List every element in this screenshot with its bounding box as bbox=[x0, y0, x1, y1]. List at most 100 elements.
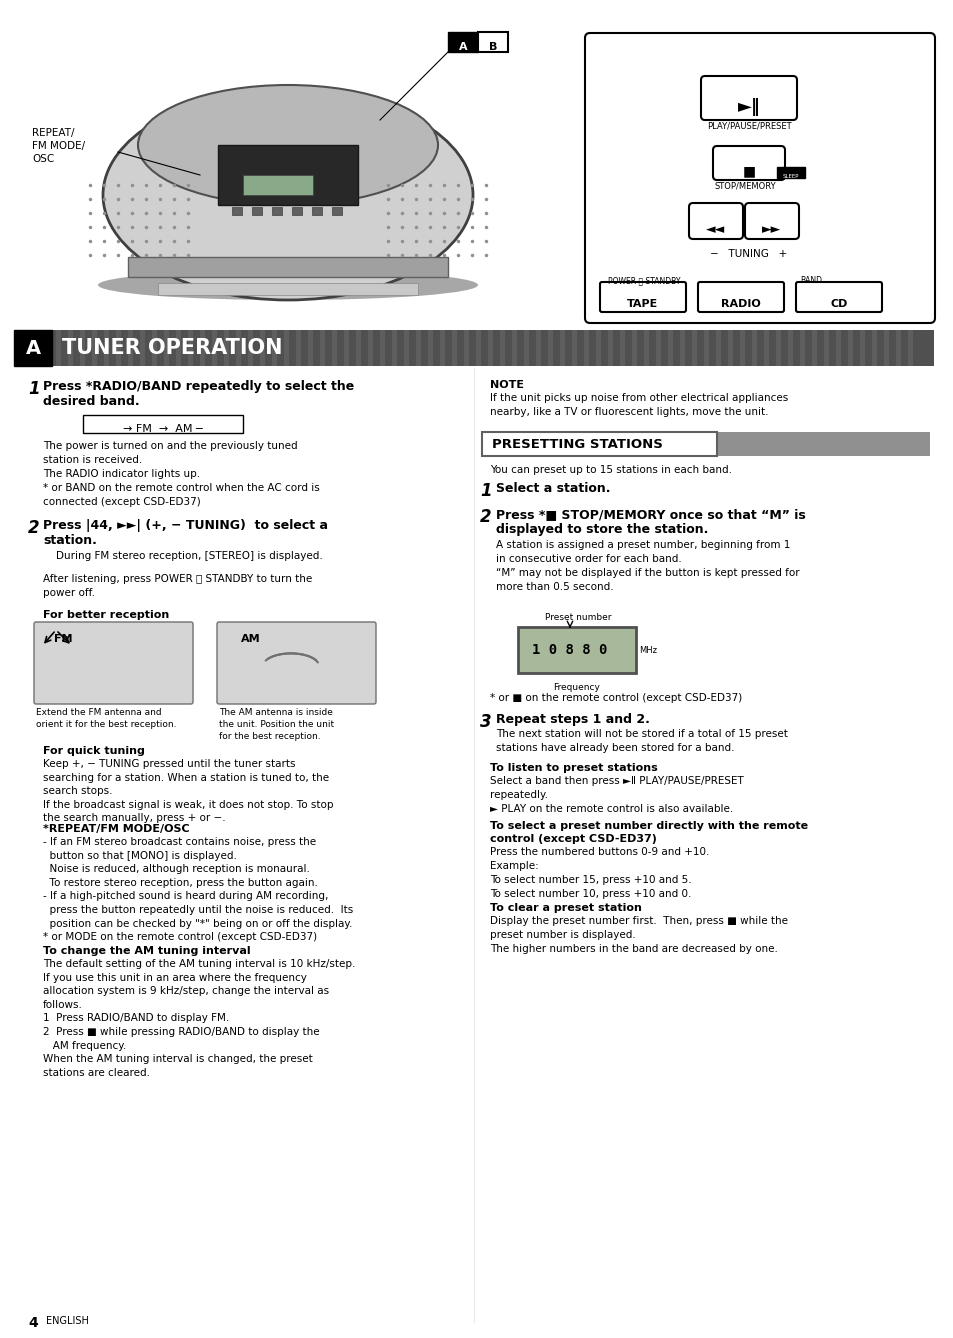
FancyBboxPatch shape bbox=[34, 622, 193, 704]
Text: displayed to store the station.: displayed to store the station. bbox=[496, 523, 708, 537]
FancyBboxPatch shape bbox=[216, 622, 375, 704]
Bar bbox=[260, 330, 265, 367]
Text: The power is turned on and the previously tuned
station is received.
The RADIO i: The power is turned on and the previousl… bbox=[43, 442, 319, 507]
Bar bbox=[667, 330, 672, 367]
Bar bbox=[386, 330, 391, 367]
Bar bbox=[805, 330, 810, 367]
Bar bbox=[716, 330, 720, 367]
Text: During FM stereo reception, [STEREO] is displayed.: During FM stereo reception, [STEREO] is … bbox=[56, 551, 322, 561]
Text: NOTE: NOTE bbox=[490, 380, 523, 389]
Bar bbox=[368, 330, 373, 367]
Bar bbox=[20, 330, 25, 367]
Text: The default setting of the AM tuning interval is 10 kHz/step.
If you use this un: The default setting of the AM tuning int… bbox=[43, 959, 355, 1078]
Bar bbox=[859, 330, 864, 367]
Text: control (except CSD-ED37): control (except CSD-ED37) bbox=[490, 834, 657, 844]
Bar bbox=[787, 330, 792, 367]
Text: 1 0 8 8 0: 1 0 8 8 0 bbox=[532, 644, 607, 657]
Text: Press *RADIO/BAND repeatedly to select the: Press *RADIO/BAND repeatedly to select t… bbox=[43, 380, 354, 393]
Bar bbox=[733, 330, 739, 367]
Text: B: B bbox=[488, 41, 497, 52]
Bar bbox=[619, 330, 624, 367]
Bar bbox=[452, 330, 456, 367]
Text: 1: 1 bbox=[28, 380, 40, 397]
Bar bbox=[740, 330, 744, 367]
Bar bbox=[649, 330, 655, 367]
Bar bbox=[895, 330, 900, 367]
Bar bbox=[625, 330, 630, 367]
Text: PRESETTING STATIONS: PRESETTING STATIONS bbox=[492, 438, 662, 451]
Text: 4: 4 bbox=[28, 1317, 38, 1330]
Bar bbox=[853, 330, 858, 367]
Bar bbox=[83, 415, 243, 434]
Bar bbox=[523, 330, 529, 367]
Text: 1: 1 bbox=[479, 482, 491, 500]
Bar bbox=[470, 330, 475, 367]
Text: 3: 3 bbox=[479, 713, 491, 731]
Bar bbox=[14, 330, 52, 367]
Bar bbox=[661, 330, 666, 367]
Text: Press the numbered buttons 0-9 and +10.
Example:
To select number 15, press +10 : Press the numbered buttons 0-9 and +10. … bbox=[490, 847, 709, 899]
Bar bbox=[745, 330, 750, 367]
Bar bbox=[703, 330, 708, 367]
Bar bbox=[361, 330, 367, 367]
Text: CD: CD bbox=[829, 298, 847, 309]
Bar bbox=[871, 330, 876, 367]
Bar bbox=[457, 330, 462, 367]
Bar bbox=[110, 330, 115, 367]
Bar bbox=[907, 330, 912, 367]
Bar bbox=[374, 330, 378, 367]
Bar bbox=[410, 330, 415, 367]
Bar bbox=[290, 330, 294, 367]
Bar bbox=[499, 330, 504, 367]
Bar bbox=[547, 330, 553, 367]
Bar bbox=[68, 330, 73, 367]
Bar bbox=[175, 330, 181, 367]
Text: STOP/MEMORY: STOP/MEMORY bbox=[714, 181, 776, 190]
Bar bbox=[230, 330, 234, 367]
Bar bbox=[559, 330, 564, 367]
Bar bbox=[272, 330, 276, 367]
Bar bbox=[877, 330, 882, 367]
Bar bbox=[416, 330, 420, 367]
Text: ◄◄: ◄◄ bbox=[705, 223, 725, 235]
Bar bbox=[133, 330, 139, 367]
Text: ■: ■ bbox=[741, 165, 755, 178]
Text: The AM antenna is inside
the unit. Position the unit
for the best reception.: The AM antenna is inside the unit. Posit… bbox=[219, 708, 334, 741]
Bar bbox=[721, 330, 726, 367]
Bar bbox=[421, 330, 427, 367]
Text: Repeat steps 1 and 2.: Repeat steps 1 and 2. bbox=[496, 713, 649, 727]
Bar bbox=[673, 330, 679, 367]
Bar bbox=[355, 330, 360, 367]
Text: You can preset up to 15 stations in each band.: You can preset up to 15 stations in each… bbox=[490, 466, 731, 475]
Bar bbox=[403, 330, 409, 367]
Bar bbox=[14, 330, 19, 367]
Bar bbox=[727, 330, 732, 367]
Bar bbox=[463, 330, 469, 367]
Text: Preset number: Preset number bbox=[544, 613, 611, 622]
Bar bbox=[344, 330, 349, 367]
Bar bbox=[835, 330, 841, 367]
Bar bbox=[337, 330, 343, 367]
Text: station.: station. bbox=[43, 534, 97, 547]
Bar bbox=[116, 330, 121, 367]
Bar bbox=[572, 330, 577, 367]
FancyBboxPatch shape bbox=[744, 203, 799, 240]
Bar bbox=[218, 330, 223, 367]
Text: ►‖: ►‖ bbox=[737, 98, 760, 116]
Text: A: A bbox=[26, 339, 41, 357]
Bar bbox=[578, 330, 582, 367]
Bar bbox=[392, 330, 396, 367]
Bar bbox=[56, 330, 61, 367]
Bar bbox=[638, 330, 642, 367]
Bar bbox=[26, 330, 30, 367]
Text: Press |44, ►►| (+, − TUNING)  to select a: Press |44, ►►| (+, − TUNING) to select a bbox=[43, 519, 328, 533]
Bar bbox=[292, 207, 302, 215]
Bar bbox=[709, 330, 714, 367]
Bar bbox=[397, 330, 402, 367]
Bar bbox=[158, 330, 163, 367]
Bar bbox=[146, 330, 151, 367]
Text: → FM  →  AM ─: → FM → AM ─ bbox=[123, 424, 203, 434]
Bar bbox=[91, 330, 97, 367]
Text: POWER ⑆ STANDBY: POWER ⑆ STANDBY bbox=[607, 276, 679, 285]
Bar bbox=[685, 330, 690, 367]
